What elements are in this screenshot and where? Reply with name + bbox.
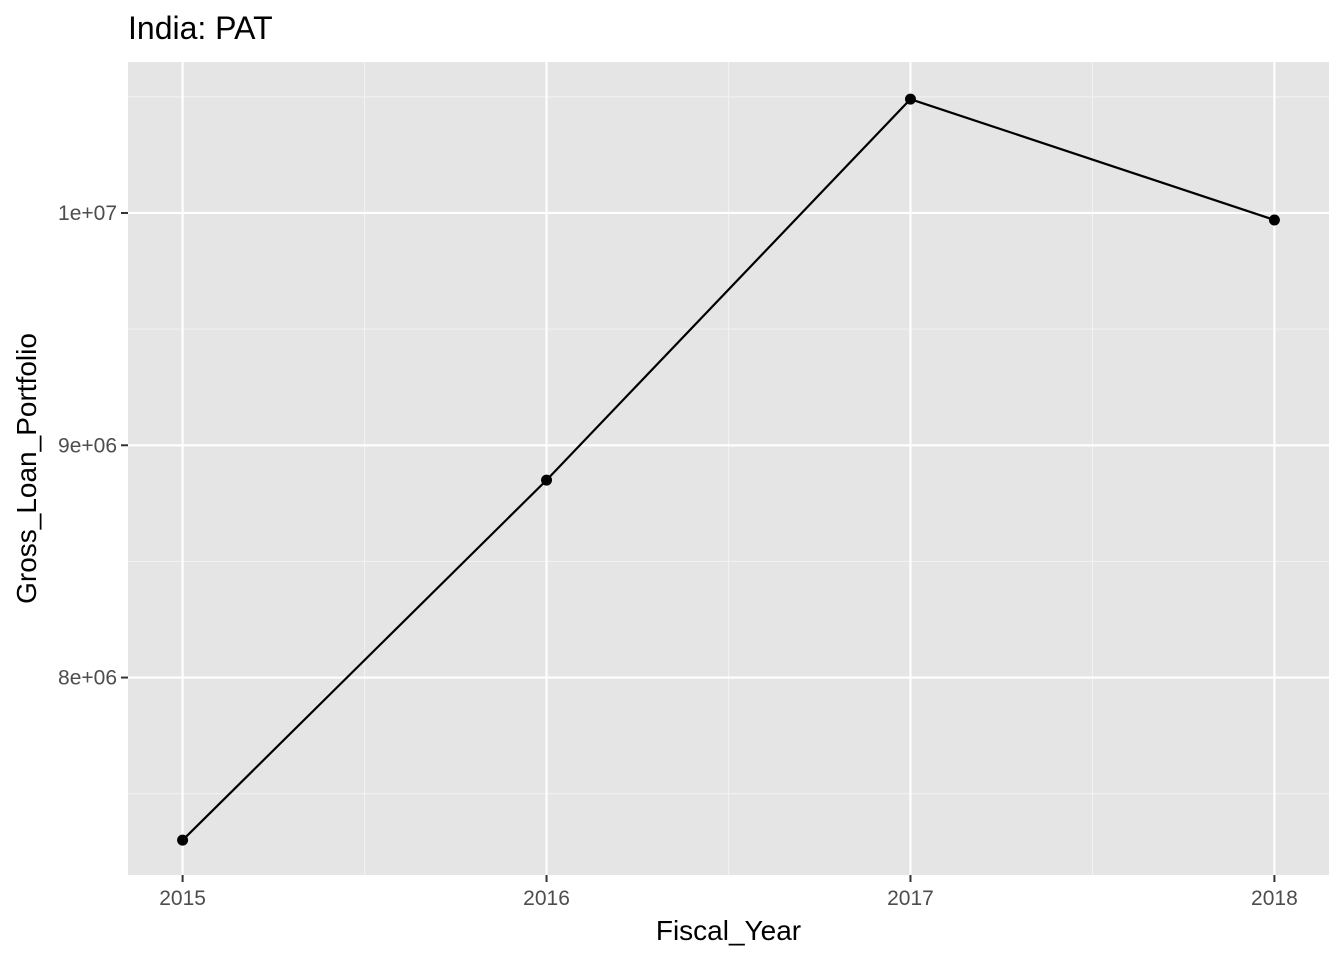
major-gridlines — [128, 62, 1329, 875]
series-layer — [177, 93, 1280, 846]
data-point — [904, 93, 916, 105]
x-axis-title: Fiscal_Year — [656, 915, 801, 946]
y-tick-label: 8e+06 — [58, 667, 117, 690]
y-axis-title: Gross_Loan_Portfolio — [11, 333, 42, 604]
y-tick-label: 9e+06 — [58, 434, 117, 457]
series-line — [181, 98, 1275, 841]
data-point — [177, 834, 189, 846]
x-tick-label: 2017 — [887, 887, 934, 910]
x-tick-label: 2015 — [159, 887, 206, 910]
x-tick-label: 2018 — [1251, 887, 1298, 910]
y-axis: 8e+06 9e+06 1e+07 — [58, 202, 128, 690]
data-point — [1268, 214, 1280, 226]
minor-gridlines — [128, 62, 1329, 875]
y-tick-label: 1e+07 — [58, 202, 117, 225]
chart-title: India: PAT — [128, 10, 273, 46]
data-point — [541, 474, 553, 486]
x-tick-label: 2016 — [523, 887, 570, 910]
x-axis: 2015 2016 2017 2018 — [159, 875, 1298, 910]
